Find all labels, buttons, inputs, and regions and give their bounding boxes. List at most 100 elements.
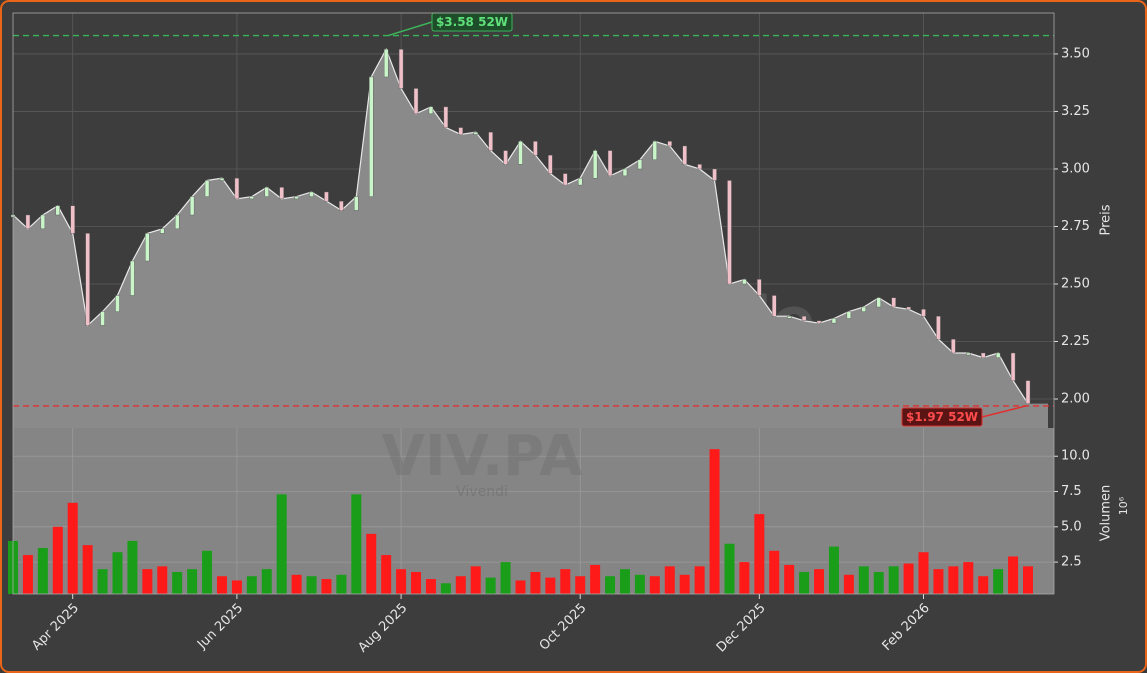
candle — [354, 196, 359, 211]
candle — [592, 150, 598, 179]
price-area — [13, 49, 1048, 428]
volume-bar — [455, 576, 466, 594]
volume-bar — [515, 580, 526, 594]
candle — [279, 187, 284, 200]
candle — [55, 205, 60, 216]
y-tick-label: 3.25 — [1061, 104, 1090, 119]
volume-bar — [127, 540, 138, 594]
candle — [189, 196, 195, 216]
volume-bar — [231, 580, 242, 594]
candle — [145, 233, 150, 262]
candle — [160, 228, 165, 234]
y-tick-label: 2.5 — [1061, 555, 1082, 570]
volume-bar — [500, 562, 511, 594]
candle — [458, 127, 463, 135]
candle — [70, 205, 75, 234]
candle — [204, 180, 210, 197]
candle — [742, 279, 747, 285]
volume-bar — [216, 576, 227, 594]
volume-bar — [933, 569, 944, 594]
volume-bar — [888, 566, 899, 594]
volume-bar — [918, 552, 929, 594]
candle — [921, 309, 926, 317]
candle — [891, 297, 896, 308]
candle — [443, 106, 449, 128]
y-tick-label: 3.00 — [1061, 161, 1090, 176]
volume-bar — [545, 577, 556, 594]
candle — [488, 131, 493, 151]
candle — [1010, 352, 1016, 381]
volume-bar — [381, 555, 392, 594]
volume-bar — [694, 566, 705, 594]
plot-border — [12, 12, 1055, 595]
volume-bar — [709, 449, 720, 594]
y-tick-label: 7.5 — [1061, 484, 1082, 499]
volume-bar — [873, 571, 884, 594]
candle — [966, 352, 971, 356]
volume-bar — [142, 569, 153, 594]
volume-bar — [1008, 556, 1019, 594]
volume-bar — [679, 574, 690, 594]
volume-bar — [276, 494, 287, 594]
volume-bar — [963, 562, 974, 594]
candle — [772, 295, 777, 317]
candle — [995, 352, 1001, 358]
volume-bar — [306, 576, 317, 594]
volume-bar — [664, 566, 675, 594]
volume-bar — [560, 569, 571, 594]
candle — [100, 311, 105, 326]
volume-bar — [411, 571, 422, 594]
candle — [786, 315, 792, 319]
volume-bar — [261, 569, 272, 594]
volume-bar — [634, 574, 645, 594]
candle — [667, 141, 672, 147]
y-tick-label: 3.50 — [1061, 46, 1090, 61]
volume-bar — [82, 545, 93, 594]
candle — [801, 315, 807, 321]
candle — [682, 145, 687, 165]
volume-bar — [948, 566, 959, 594]
volume-bar — [619, 569, 630, 594]
candle — [174, 214, 180, 229]
candle — [981, 352, 986, 358]
candle — [219, 177, 225, 181]
volume-bar — [843, 574, 854, 594]
y-tick-label: 5.0 — [1061, 519, 1082, 534]
candle — [712, 168, 717, 181]
volume-bar — [157, 566, 168, 594]
candle — [906, 306, 911, 310]
candle — [339, 200, 344, 211]
volume-panel — [13, 428, 1054, 594]
candle — [1025, 380, 1031, 404]
volume-bar — [112, 552, 123, 594]
candle — [846, 311, 852, 319]
y-tick-label: 2.75 — [1061, 219, 1090, 234]
candle — [637, 159, 643, 170]
volume-bar — [993, 569, 1004, 594]
volume-bar — [754, 514, 765, 594]
volume-bar — [590, 564, 601, 594]
volume-bar — [396, 569, 407, 594]
volume-bar — [978, 576, 989, 594]
volume-bar — [605, 576, 616, 594]
annotation-arrow — [981, 405, 1027, 418]
annotation-label: $3.58 52W — [436, 15, 508, 29]
volume-bar — [799, 571, 810, 594]
candle — [652, 141, 658, 160]
candle — [40, 214, 46, 229]
volume-bar — [366, 533, 377, 594]
annotation-arrow — [387, 21, 433, 37]
volume-bar — [52, 526, 63, 594]
volume-bar — [1023, 566, 1033, 594]
y-tick-label: 2.25 — [1061, 334, 1090, 349]
candle — [816, 320, 822, 324]
watermark: VIV.PA — [382, 424, 583, 489]
candle — [309, 191, 314, 197]
volume-bar — [202, 550, 213, 594]
volume-bar — [187, 569, 198, 594]
watermark: Vivendi — [456, 484, 508, 500]
volume-bar — [470, 566, 481, 594]
candle — [563, 173, 568, 186]
candle — [727, 180, 732, 285]
